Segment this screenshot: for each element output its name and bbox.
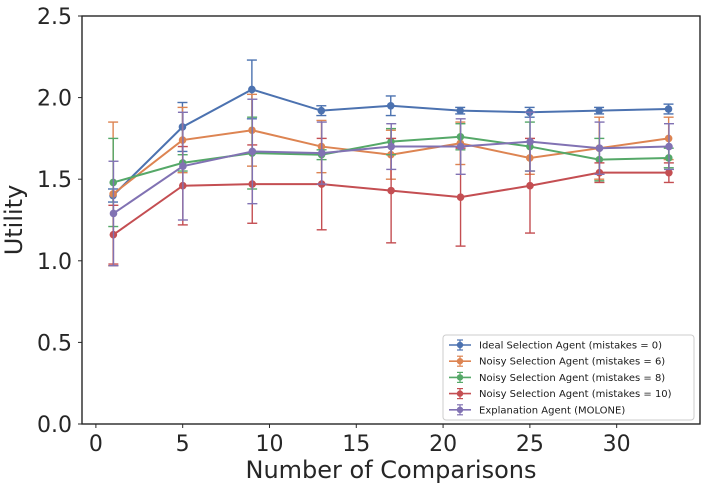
data-point <box>526 181 534 190</box>
tick-layer: 0 5 10 15 20 25 30 0.0 0.5 1.0 1.5 2.0 2.5 <box>37 5 631 457</box>
data-point <box>456 193 465 201</box>
data-point <box>665 142 673 151</box>
data-point <box>386 101 395 110</box>
y-tick-label: 1.5 <box>37 168 72 193</box>
data-point <box>109 209 118 218</box>
data-point <box>664 105 673 113</box>
y-tick-label: 2.0 <box>37 87 72 112</box>
series-3 <box>108 116 674 228</box>
legend-item: Noisy Selection Agent (mistakes = 10) <box>449 388 672 400</box>
x-tick-label: 25 <box>516 432 544 457</box>
x-tick-label: 30 <box>603 432 631 457</box>
legend-marker <box>456 390 464 397</box>
plot-frame <box>81 15 701 425</box>
x-tick-label: 0 <box>89 432 103 457</box>
data-point <box>248 85 256 94</box>
y-axis-title: Utility <box>0 185 28 256</box>
data-point <box>248 147 257 156</box>
data-point <box>387 186 395 195</box>
x-tick-label: 5 <box>176 432 190 457</box>
data-point <box>456 106 464 115</box>
legend-marker <box>456 374 464 381</box>
legend-marker <box>456 406 464 413</box>
data-point <box>456 142 465 151</box>
y-tick-label: 1.0 <box>37 250 72 275</box>
legend-label: Noisy Selection Agent (mistakes = 10) <box>479 389 672 400</box>
legend: Ideal Selection Agent (mistakes = 0) Nois… <box>442 334 695 421</box>
data-point <box>595 144 604 152</box>
x-tick-label: 20 <box>429 432 457 457</box>
legend-box <box>442 334 695 421</box>
series-5 <box>108 98 674 267</box>
legend-item: Ideal Selection Agent (mistakes = 0) <box>449 339 662 352</box>
y-tick-label: 0.5 <box>37 331 72 356</box>
data-point <box>665 168 673 177</box>
data-point <box>318 149 326 157</box>
y-tick-label: 2.5 <box>37 5 72 30</box>
legend-marker <box>456 358 464 365</box>
legend-label: Noisy Selection Agent (mistakes = 8) <box>479 373 665 384</box>
legend-label: Explanation Agent (MOLONE) <box>479 405 625 416</box>
x-axis-title: Number of Comparisons <box>246 456 537 484</box>
x-tick-label: 10 <box>255 432 283 457</box>
legend-item: Noisy Selection Agent (mistakes = 6) <box>449 355 665 368</box>
legend-label: Noisy Selection Agent (mistakes = 6) <box>479 357 665 368</box>
series-layer <box>108 59 674 267</box>
series-1 <box>108 59 674 203</box>
legend-item: Explanation Agent (MOLONE) <box>449 404 625 416</box>
legend-item: Noisy Selection Agent (mistakes = 8) <box>449 371 665 384</box>
legend-marker <box>456 341 464 349</box>
data-point <box>317 106 326 115</box>
y-tick-label: 0.0 <box>37 413 72 438</box>
legend-label: Ideal Selection Agent (mistakes = 0) <box>479 341 662 352</box>
data-point <box>595 106 603 115</box>
x-tick-label: 15 <box>342 432 370 457</box>
data-point <box>179 162 187 170</box>
data-point <box>387 142 396 151</box>
data-point <box>526 137 534 146</box>
